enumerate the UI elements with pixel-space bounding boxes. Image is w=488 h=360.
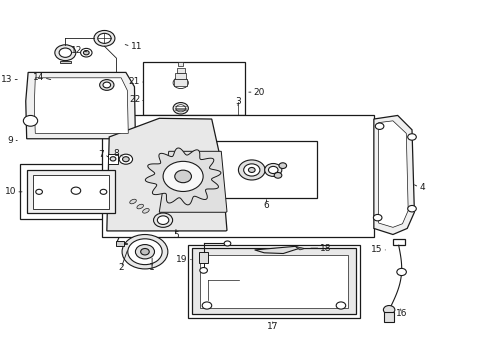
- Polygon shape: [295, 246, 304, 250]
- Text: 5: 5: [173, 231, 179, 240]
- Polygon shape: [159, 151, 226, 212]
- Circle shape: [173, 103, 188, 114]
- Circle shape: [23, 116, 38, 126]
- Circle shape: [119, 154, 132, 164]
- Circle shape: [83, 50, 89, 55]
- Text: 10: 10: [5, 187, 16, 196]
- Bar: [60, 60, 71, 63]
- Text: 4: 4: [418, 183, 424, 192]
- Circle shape: [374, 123, 383, 130]
- Circle shape: [100, 189, 106, 194]
- Ellipse shape: [142, 208, 149, 213]
- Ellipse shape: [137, 204, 143, 209]
- Circle shape: [36, 189, 42, 194]
- Circle shape: [157, 216, 168, 225]
- Polygon shape: [191, 248, 355, 315]
- Circle shape: [407, 206, 415, 212]
- Circle shape: [110, 157, 116, 161]
- Bar: [174, 79, 187, 86]
- Bar: [116, 241, 124, 246]
- Circle shape: [335, 302, 345, 309]
- Polygon shape: [378, 121, 407, 227]
- Circle shape: [396, 269, 406, 275]
- Polygon shape: [26, 72, 135, 139]
- Text: 20: 20: [253, 87, 264, 96]
- Bar: [20, 164, 121, 220]
- Circle shape: [135, 244, 154, 259]
- Circle shape: [278, 163, 286, 168]
- Circle shape: [274, 172, 281, 178]
- Circle shape: [98, 33, 111, 43]
- Circle shape: [141, 248, 149, 255]
- Polygon shape: [145, 148, 221, 205]
- Bar: [177, 68, 184, 73]
- Circle shape: [81, 48, 92, 57]
- Text: 15: 15: [370, 246, 382, 255]
- Circle shape: [202, 302, 211, 309]
- Text: 21: 21: [128, 77, 140, 86]
- Bar: [142, 62, 244, 116]
- Circle shape: [173, 77, 188, 89]
- Circle shape: [238, 160, 264, 180]
- Circle shape: [248, 167, 255, 172]
- Text: 9: 9: [8, 136, 13, 145]
- Bar: [107, 154, 118, 164]
- Polygon shape: [254, 246, 299, 253]
- Bar: [102, 116, 373, 237]
- Ellipse shape: [129, 199, 136, 204]
- Circle shape: [122, 157, 129, 162]
- Bar: [392, 239, 404, 245]
- Circle shape: [153, 213, 172, 227]
- Circle shape: [373, 215, 381, 221]
- Text: 8: 8: [113, 149, 119, 158]
- Bar: [216, 140, 316, 198]
- Text: 17: 17: [266, 322, 278, 331]
- Text: 7: 7: [99, 150, 104, 159]
- Bar: [384, 312, 393, 322]
- Circle shape: [127, 239, 162, 265]
- Polygon shape: [33, 175, 109, 209]
- Text: 6: 6: [263, 201, 269, 210]
- Circle shape: [224, 241, 230, 246]
- Circle shape: [100, 80, 114, 90]
- Bar: [200, 255, 347, 308]
- Bar: [175, 73, 185, 79]
- Circle shape: [94, 31, 115, 46]
- Circle shape: [59, 48, 71, 57]
- Text: 12: 12: [70, 46, 82, 55]
- Bar: [199, 252, 208, 263]
- Circle shape: [264, 163, 281, 176]
- Text: 14: 14: [32, 73, 44, 82]
- Circle shape: [174, 170, 191, 183]
- Bar: [178, 62, 183, 66]
- Circle shape: [176, 105, 185, 112]
- Text: 3: 3: [235, 97, 240, 106]
- Circle shape: [268, 166, 278, 174]
- Circle shape: [103, 82, 110, 88]
- Circle shape: [407, 134, 415, 140]
- Text: 19: 19: [176, 255, 187, 264]
- Polygon shape: [106, 118, 226, 231]
- Circle shape: [122, 234, 167, 269]
- Text: 11: 11: [130, 42, 142, 51]
- Polygon shape: [27, 170, 115, 213]
- Text: 1: 1: [149, 264, 155, 273]
- Text: 22: 22: [129, 95, 140, 104]
- Circle shape: [163, 161, 203, 192]
- Circle shape: [55, 45, 76, 60]
- Text: 18: 18: [320, 244, 331, 253]
- Text: 2: 2: [118, 264, 123, 273]
- Text: 13: 13: [1, 75, 12, 84]
- Polygon shape: [373, 116, 413, 234]
- Circle shape: [71, 187, 81, 194]
- Text: 16: 16: [395, 309, 407, 318]
- Bar: [187, 244, 359, 318]
- Polygon shape: [34, 78, 128, 134]
- Circle shape: [243, 164, 259, 176]
- Circle shape: [200, 267, 207, 273]
- Circle shape: [383, 306, 394, 314]
